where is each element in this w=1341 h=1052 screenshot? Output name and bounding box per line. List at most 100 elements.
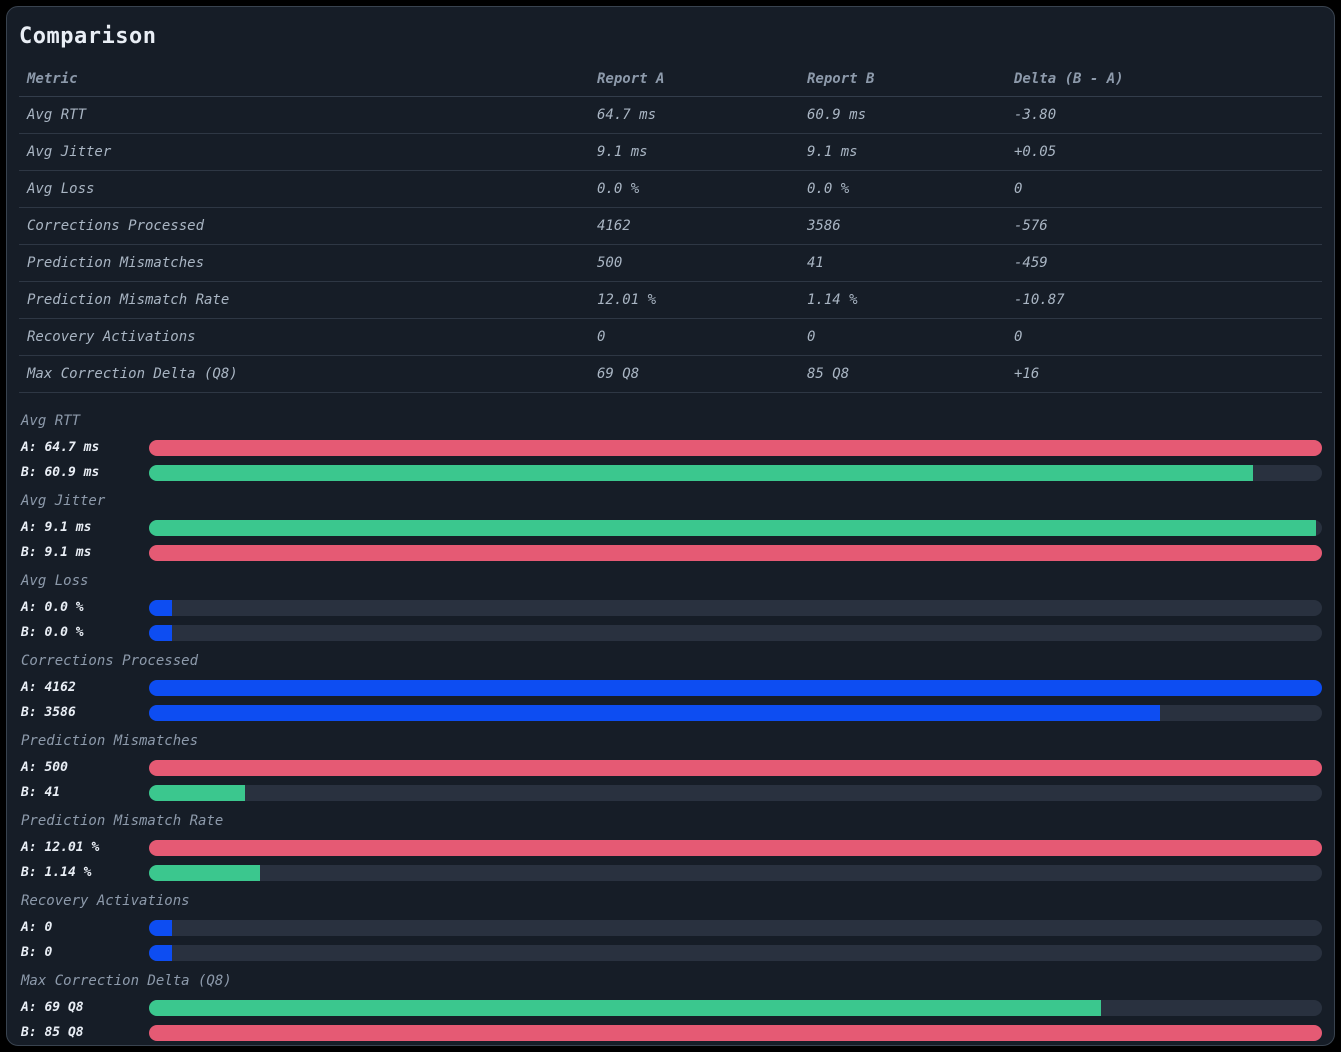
column-header-delta: Delta (B - A) <box>1006 65 1322 97</box>
bar-label-report-b: B: 0.0 % <box>21 625 84 640</box>
bar-label-report-a: A: 0.0 % <box>21 600 84 615</box>
table-row: Recovery Activations 0 0 0 <box>19 318 1322 356</box>
metric-name-cell: Corrections Processed <box>19 207 589 245</box>
table-row: Max Correction Delta (Q8) 69 Q8 85 Q8 +16 <box>19 355 1322 393</box>
report-a-value-cell: 12.01 % <box>589 281 799 319</box>
chart-group: Recovery Activations A: 0 B: 0 <box>19 891 1322 965</box>
chart-group-title: Prediction Mismatch Rate <box>21 813 224 829</box>
bar-track <box>149 999 1322 1016</box>
report-b-value-cell: 60.9 ms <box>799 96 1006 134</box>
delta-value-cell: 0 <box>1006 318 1322 356</box>
bar-row: B: 9.1 ms <box>19 540 1322 565</box>
bar-row: A: 12.01 % <box>19 835 1322 860</box>
bar-row: B: 85 Q8 <box>19 1020 1322 1045</box>
page-title: Comparison <box>19 24 157 49</box>
delta-value-cell: -459 <box>1006 244 1322 282</box>
bar-track <box>149 704 1322 721</box>
bar-fill <box>149 919 173 936</box>
chart-group-title: Avg Loss <box>21 573 89 589</box>
metric-name-cell: Avg Loss <box>19 170 589 208</box>
comparison-bar-charts: Avg RTT A: 64.7 ms B: 60.9 ms Avg Jitter A: … <box>19 411 1322 1045</box>
bar-row: A: 69 Q8 <box>19 995 1322 1020</box>
bar-row: A: 0.0 % <box>19 595 1322 620</box>
metric-name-cell: Avg Jitter <box>19 133 589 171</box>
comparison-table: Metric Report A Report B Delta (B - A) A… <box>19 65 1322 393</box>
bar-label-report-b: B: 9.1 ms <box>21 545 92 560</box>
bar-track <box>149 464 1322 481</box>
bar-track <box>149 519 1322 536</box>
bar-row: A: 64.7 ms <box>19 435 1322 460</box>
delta-value-cell: +16 <box>1006 355 1322 393</box>
bar-label-report-b: B: 41 <box>21 785 61 800</box>
chart-group: Avg Loss A: 0.0 % B: 0.0 % <box>19 571 1322 645</box>
delta-value-cell: -10.87 <box>1006 281 1322 319</box>
report-a-value-cell: 0 <box>589 318 799 356</box>
delta-value-cell: -576 <box>1006 207 1322 245</box>
chart-group: Avg RTT A: 64.7 ms B: 60.9 ms <box>19 411 1322 485</box>
bar-fill <box>149 1024 1322 1041</box>
table-row: Corrections Processed 4162 3586 -576 <box>19 207 1322 245</box>
report-a-value-cell: 4162 <box>589 207 799 245</box>
report-a-value-cell: 69 Q8 <box>589 355 799 393</box>
metric-name-cell: Recovery Activations <box>19 318 589 356</box>
chart-group-title: Max Correction Delta (Q8) <box>21 973 232 989</box>
bar-label-report-a: A: 4162 <box>21 680 76 695</box>
table-row: Avg RTT 64.7 ms 60.9 ms -3.80 <box>19 96 1322 134</box>
table-row: Avg Loss 0.0 % 0.0 % 0 <box>19 170 1322 208</box>
bar-track <box>149 544 1322 561</box>
bar-label-report-a: A: 69 Q8 <box>21 1000 84 1015</box>
bar-track <box>149 679 1322 696</box>
comparison-report-card: Comparison Metric Report A Report B Delt… <box>6 6 1335 1046</box>
bar-row: B: 0 <box>19 940 1322 965</box>
bar-fill <box>149 599 173 616</box>
metric-name-cell: Max Correction Delta (Q8) <box>19 355 589 393</box>
bar-track <box>149 784 1322 801</box>
bar-fill <box>149 839 1322 856</box>
table-row: Avg Jitter 9.1 ms 9.1 ms +0.05 <box>19 133 1322 171</box>
bar-track <box>149 839 1322 856</box>
metric-name-cell: Prediction Mismatches <box>19 244 589 282</box>
bar-fill <box>149 624 173 641</box>
bar-track <box>149 624 1322 641</box>
bar-fill <box>149 784 246 801</box>
table-row: Prediction Mismatches 500 41 -459 <box>19 244 1322 282</box>
report-b-value-cell: 9.1 ms <box>799 133 1006 171</box>
bar-fill <box>149 679 1322 696</box>
report-b-value-cell: 41 <box>799 244 1006 282</box>
metric-name-cell: Avg RTT <box>19 96 589 134</box>
chart-group-title: Prediction Mismatches <box>21 733 199 749</box>
delta-value-cell: +0.05 <box>1006 133 1322 171</box>
bar-fill <box>149 439 1322 456</box>
column-header-metric: Metric <box>19 65 589 97</box>
bar-row: A: 9.1 ms <box>19 515 1322 540</box>
report-b-value-cell: 1.14 % <box>799 281 1006 319</box>
bar-row: B: 1.14 % <box>19 860 1322 885</box>
chart-group-title: Recovery Activations <box>21 893 190 909</box>
chart-group: Corrections Processed A: 4162 B: 3586 <box>19 651 1322 725</box>
bar-track <box>149 439 1322 456</box>
bar-track <box>149 919 1322 936</box>
bar-row: A: 500 <box>19 755 1322 780</box>
bar-fill <box>149 464 1253 481</box>
table-row: Prediction Mismatch Rate 12.01 % 1.14 % -10… <box>19 281 1322 319</box>
bar-label-report-a: A: 0 <box>21 920 53 935</box>
chart-group-title: Avg Jitter <box>21 493 106 509</box>
bar-row: A: 0 <box>19 915 1322 940</box>
report-b-value-cell: 3586 <box>799 207 1006 245</box>
column-header-report-b: Report B <box>799 65 1006 97</box>
chart-group-title: Corrections Processed <box>21 653 199 669</box>
bar-label-report-a: A: 12.01 % <box>21 840 100 855</box>
bar-fill <box>149 864 261 881</box>
bar-label-report-b: B: 85 Q8 <box>21 1025 84 1040</box>
report-a-value-cell: 0.0 % <box>589 170 799 208</box>
report-b-value-cell: 0 <box>799 318 1006 356</box>
bar-fill <box>149 544 1322 561</box>
bar-track <box>149 1024 1322 1041</box>
chart-group-title: Avg RTT <box>21 413 81 429</box>
report-a-value-cell: 500 <box>589 244 799 282</box>
bar-label-report-a: A: 500 <box>21 760 68 775</box>
bar-row: A: 4162 <box>19 675 1322 700</box>
report-a-value-cell: 64.7 ms <box>589 96 799 134</box>
chart-group: Prediction Mismatch Rate A: 12.01 % B: 1.1… <box>19 811 1322 885</box>
bar-track <box>149 759 1322 776</box>
